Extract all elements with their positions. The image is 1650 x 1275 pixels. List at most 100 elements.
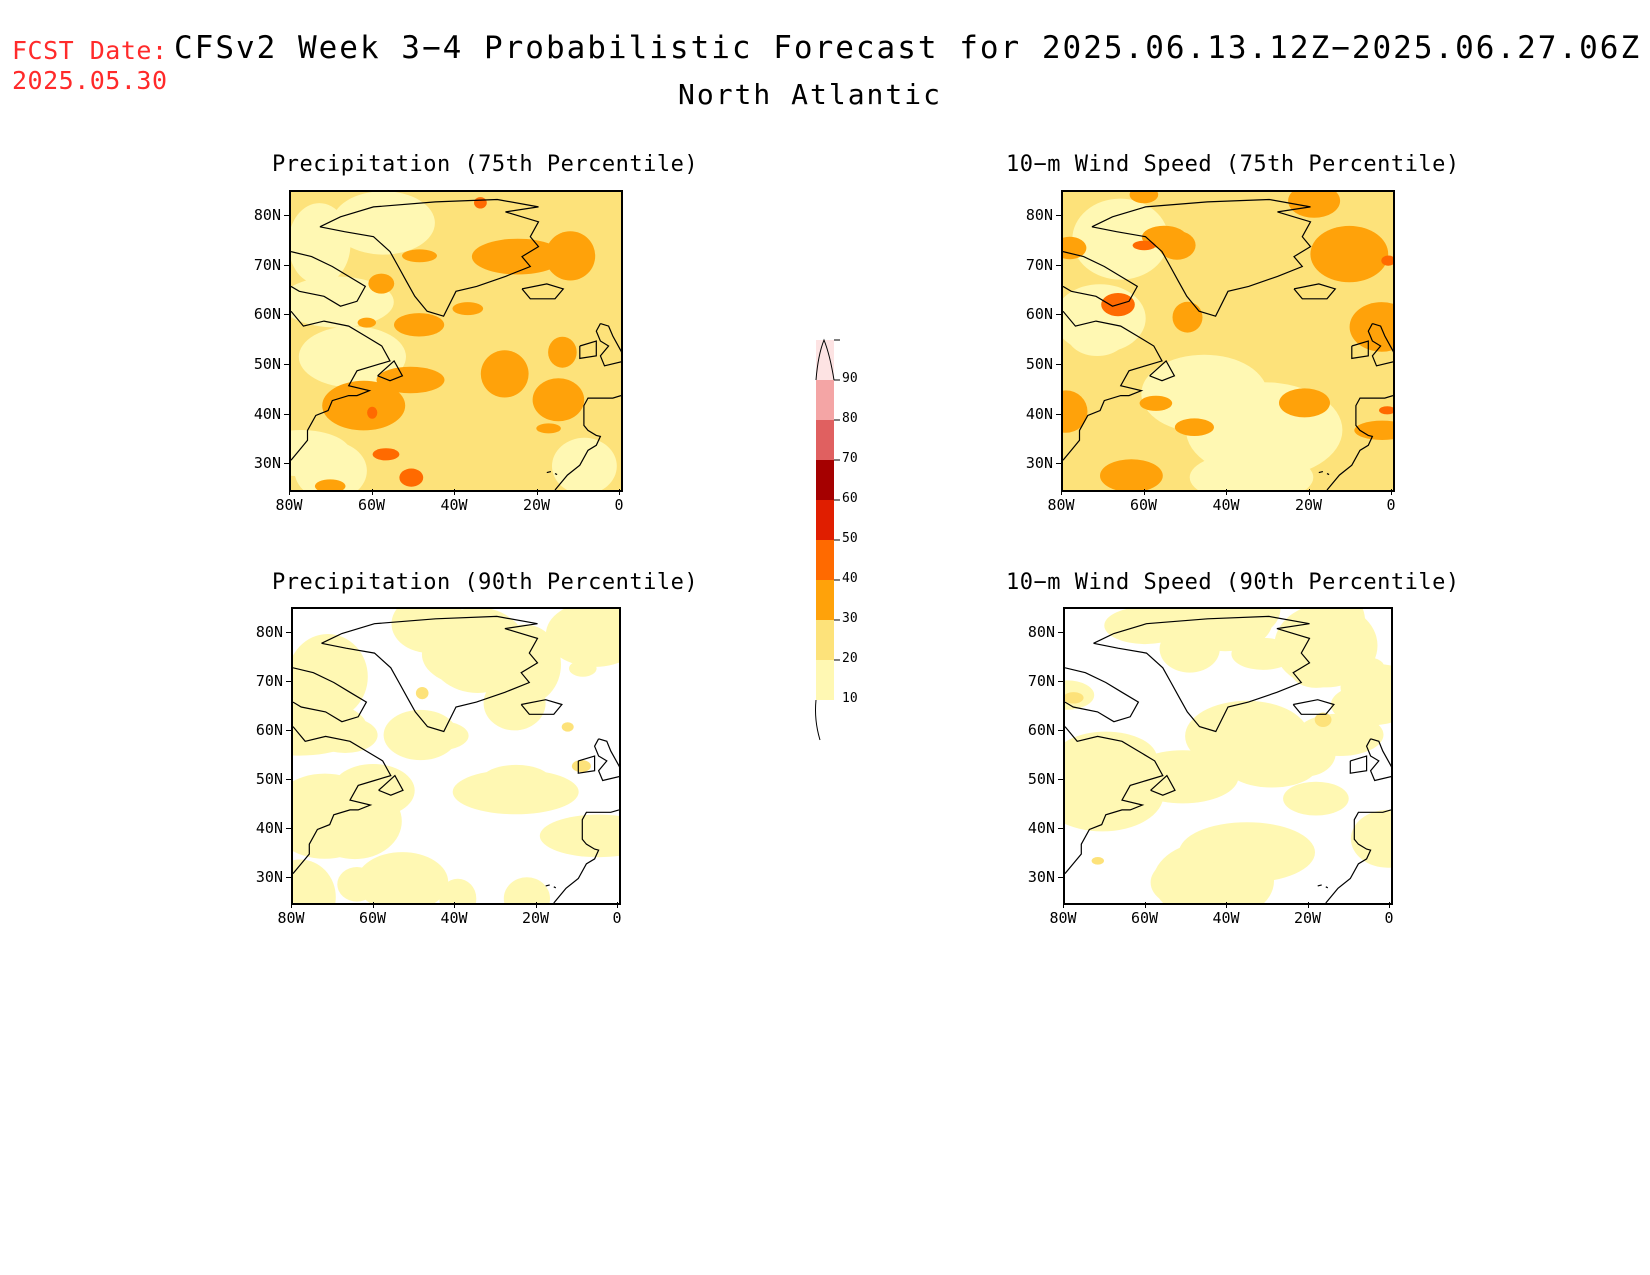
probability-area	[1288, 192, 1341, 218]
lat-tick-label: 80N	[1027, 622, 1055, 641]
lon-tick-label: 60W	[1129, 496, 1158, 514]
lat-tick-label: 80N	[255, 622, 283, 641]
probability-area	[1350, 809, 1391, 868]
lat-tick-label: 70N	[1027, 671, 1055, 690]
probability-area	[1132, 240, 1156, 251]
lat-tick-label: 30N	[255, 867, 283, 886]
coastline	[1317, 884, 1322, 887]
lon-tick-mark	[1143, 489, 1145, 495]
coastline	[1326, 473, 1330, 476]
lat-tick-mark	[286, 778, 292, 780]
lat-tick-mark	[286, 631, 292, 633]
lat-tick-mark	[284, 463, 290, 465]
lon-tick-label: 40W	[1212, 909, 1240, 927]
lat-tick-label: 30N	[1025, 454, 1053, 473]
lat-tick-mark	[1056, 264, 1062, 266]
lat-tick-mark	[1058, 680, 1064, 682]
lat-tick-label: 40N	[1025, 404, 1053, 423]
coastline	[321, 615, 539, 733]
lon-tick-mark	[1061, 489, 1062, 495]
probability-area	[1104, 609, 1187, 645]
probability-area	[1174, 418, 1214, 436]
coastline	[577, 755, 596, 774]
forecast-date-label: FCST Date: 2025.05.30	[12, 36, 168, 96]
lat-tick-label: 40N	[1027, 818, 1055, 837]
lon-tick-label: 80W	[1047, 496, 1075, 514]
lon-tick-mark	[291, 902, 292, 908]
probability-area	[332, 192, 435, 255]
colorbar-label: 90	[842, 371, 858, 386]
map-field	[1065, 609, 1391, 903]
lon-tick-label: 40W	[440, 496, 468, 514]
probability-area	[482, 764, 550, 795]
colorbar-label: 60	[842, 491, 858, 506]
map-wind-75	[1061, 190, 1395, 492]
lon-tick-label: 80W	[1049, 909, 1077, 927]
probability-area	[548, 336, 577, 368]
probability-area	[1379, 406, 1393, 415]
probability-area	[1349, 302, 1393, 352]
probability-area	[571, 760, 591, 773]
panel-title-wind-90: 10−m Wind Speed (90th Percentile)	[1006, 570, 1460, 595]
coastline	[1351, 340, 1369, 360]
probability-area	[1354, 420, 1393, 440]
colorbar-swatch	[816, 340, 834, 380]
lat-tick-mark	[284, 264, 290, 266]
coastline	[1065, 726, 1164, 874]
probability-area	[1279, 388, 1330, 418]
map-field	[291, 192, 621, 490]
coastline	[291, 310, 391, 461]
lat-tick-label: 80N	[1025, 205, 1053, 224]
lon-tick-label: 80W	[277, 909, 305, 927]
coastline	[1367, 323, 1393, 367]
lon-tick-mark	[371, 489, 373, 495]
probability-area	[1310, 225, 1389, 283]
probability-area	[312, 717, 378, 753]
lat-tick-label: 70N	[255, 671, 283, 690]
coastline	[378, 774, 404, 796]
probability-area	[1100, 459, 1163, 490]
probability-area	[569, 660, 597, 677]
main-title: CFSv2 Week 3−4 Probabilistic Forecast fo…	[174, 30, 1642, 66]
lat-tick-label: 70N	[1025, 255, 1053, 274]
colorbar-label: 50	[842, 531, 858, 546]
lat-tick-mark	[286, 827, 292, 829]
coastline	[293, 667, 368, 723]
coastline	[1149, 359, 1176, 382]
lat-tick-mark	[1056, 463, 1062, 465]
lat-tick-mark	[284, 314, 290, 316]
probability-area	[545, 609, 619, 667]
probability-area	[1066, 312, 1128, 356]
coastline	[1063, 251, 1139, 307]
coastline	[595, 323, 621, 367]
coastline	[521, 283, 565, 300]
lon-tick-mark	[289, 489, 290, 495]
probability-area	[1065, 692, 1084, 704]
probability-area	[1172, 301, 1203, 333]
probability-area	[1381, 255, 1393, 266]
probability-area	[1291, 657, 1341, 688]
lon-tick-label: 20W	[522, 496, 551, 514]
lat-tick-mark	[1056, 314, 1062, 316]
coastline	[593, 738, 619, 782]
probability-area	[1091, 857, 1104, 865]
coastline	[293, 726, 392, 874]
lon-tick-label: 20W	[521, 909, 550, 927]
coastline	[1093, 615, 1311, 733]
colorbar-swatch	[816, 380, 834, 420]
colorbar-label: 70	[842, 451, 858, 466]
coastline	[1063, 310, 1163, 461]
lat-tick-mark	[284, 413, 290, 415]
lat-tick-mark	[1058, 778, 1064, 780]
probability-area	[503, 877, 550, 903]
lat-tick-label: 40N	[253, 404, 281, 423]
probability-area	[298, 326, 406, 388]
coastline	[520, 699, 563, 715]
probability-area	[532, 378, 585, 422]
colorbar-label: 80	[842, 411, 858, 426]
lon-tick-label: 0	[612, 909, 622, 927]
probability-area	[480, 350, 529, 398]
lon-tick-label: 20W	[1294, 496, 1323, 514]
probability-area	[415, 687, 429, 700]
colorbar-swatch	[816, 460, 834, 500]
